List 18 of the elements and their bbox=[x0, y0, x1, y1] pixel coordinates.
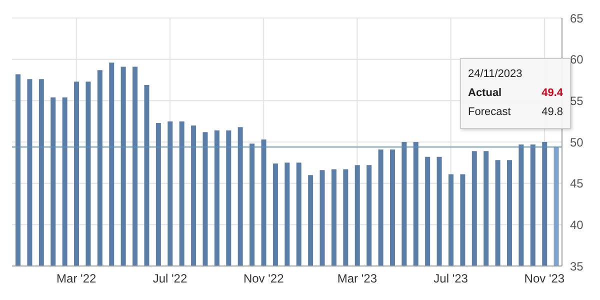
x-tick-label: Mar '22 bbox=[56, 272, 97, 286]
annotation: Forecast bbox=[468, 105, 511, 120]
x-tick-label: Nov '23 bbox=[524, 272, 565, 286]
y-tick-label: 50 bbox=[570, 135, 584, 150]
x-tick-label: Nov '22 bbox=[243, 272, 284, 286]
y-tick-label: 60 bbox=[570, 52, 584, 67]
annotation: 49.4 bbox=[542, 86, 563, 101]
annotation: Actual bbox=[468, 86, 502, 101]
annotation: 24/11/2023 bbox=[468, 67, 524, 82]
annotation: 49.8 bbox=[542, 105, 563, 120]
y-tick-label: 45 bbox=[570, 176, 584, 191]
y-tick-label: 40 bbox=[570, 218, 584, 232]
y-tick-label: 35 bbox=[570, 259, 584, 274]
y-tick-label: 55 bbox=[570, 94, 584, 108]
y-tick-label: 65 bbox=[570, 11, 584, 26]
x-tick-label: Jul '22 bbox=[152, 272, 188, 286]
x-tick-label: Jul '23 bbox=[434, 272, 468, 286]
x-tick-label: Mar '23 bbox=[337, 272, 378, 286]
